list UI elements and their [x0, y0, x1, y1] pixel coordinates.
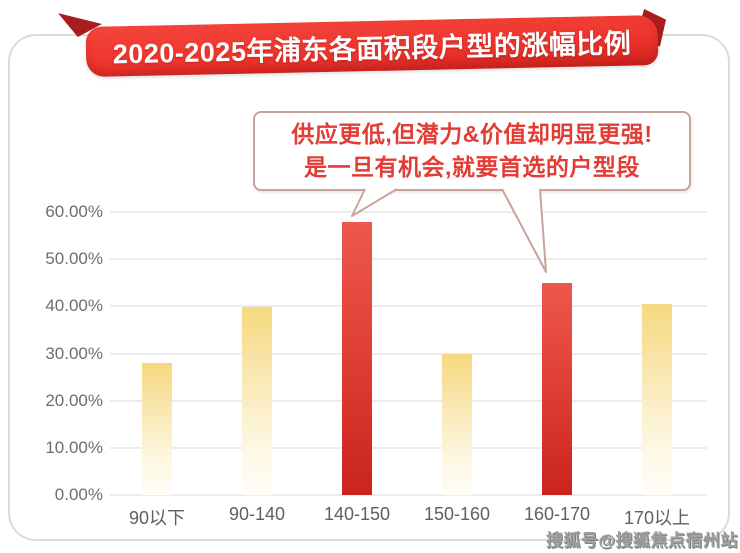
- gridline-60: [110, 211, 707, 213]
- gridline-10: [110, 446, 707, 449]
- callout-bubble: 供应更低,但潜力&价值却明显更强! 是一旦有机会,就要首选的户型段: [253, 111, 691, 191]
- x-tick-label-170以上: 170以上: [623, 508, 691, 528]
- bar-170以上: [642, 304, 672, 495]
- bar-90-140: [242, 307, 272, 495]
- y-tick-label-10: 10.00%: [45, 437, 103, 457]
- gridline-30: [110, 352, 707, 355]
- gridline-50: [110, 258, 707, 261]
- x-tick-label-160-170: 160-170: [523, 504, 591, 524]
- x-tick-label-90-140: 90-140: [228, 504, 286, 524]
- y-tick-label-50: 50.00%: [45, 249, 103, 269]
- gridline-0: [110, 494, 707, 496]
- y-tick-label-0: 0.00%: [54, 485, 103, 504]
- callout-line-2: 是一旦有机会,就要首选的户型段: [304, 154, 640, 180]
- y-tick-label-40: 40.00%: [45, 296, 103, 316]
- y-tick-label-20: 20.00%: [45, 390, 103, 410]
- x-tick-label-140-150: 140-150: [323, 504, 391, 524]
- gridline-20: [110, 399, 707, 402]
- bar-160-170: [542, 283, 572, 495]
- x-tick-label-150-160: 150-160: [423, 504, 491, 524]
- watermark: 搜狐号@搜狐焦点宿州站: [545, 531, 738, 550]
- bar-140-150: [342, 221, 372, 495]
- bar-90以下: [142, 362, 172, 495]
- x-tick-label-90以下: 90以下: [128, 508, 186, 528]
- y-tick-label-60: 60.00%: [45, 202, 103, 221]
- bar-150-160: [442, 353, 472, 495]
- callout-line-1: 供应更低,但潜力&价值却明显更强!: [291, 121, 653, 147]
- y-tick-label-30: 30.00%: [45, 343, 103, 363]
- gridline-40: [110, 305, 707, 308]
